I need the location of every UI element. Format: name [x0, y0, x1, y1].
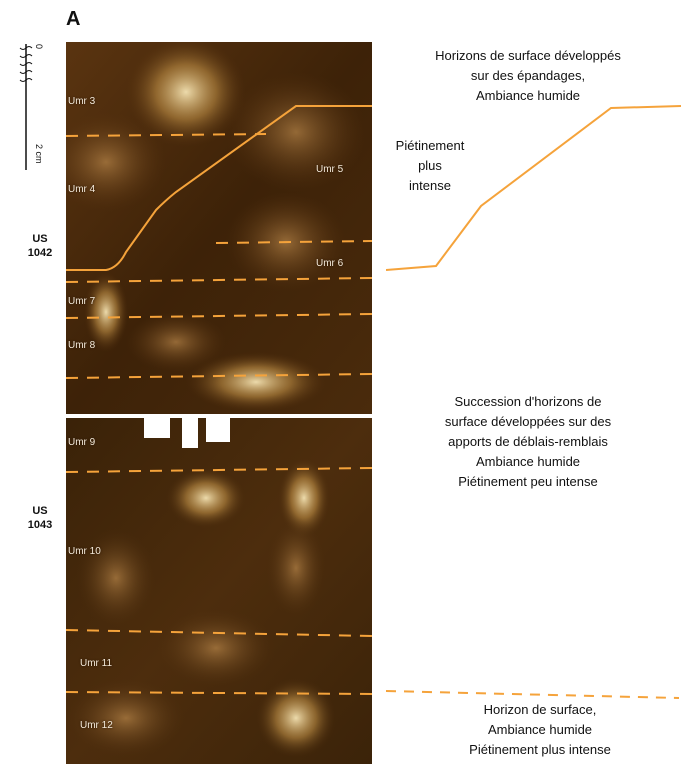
scale-bar-graphic	[19, 44, 33, 170]
section-label-us-1042: US 1042	[18, 232, 62, 260]
figure-label: A	[66, 8, 81, 30]
thin-section-lower-image	[65, 418, 373, 764]
section-label-text: US 1042	[27, 233, 53, 259]
description-upper-horizons: Horizons de surface développés sur des é…	[435, 48, 621, 103]
boundary-line-right	[385, 690, 680, 699]
thin-section-upper-image	[46, 37, 373, 414]
description-succession-horizons: Succession d'horizons de surface dévelop…	[444, 394, 612, 489]
thin-section-lower	[65, 418, 373, 764]
umr-11-label: Umr 11	[80, 658, 113, 669]
umr-6-label: Umr 6	[316, 258, 344, 269]
umr-8-label: Umr 8	[68, 340, 96, 351]
section-label-text: US 1043	[27, 505, 53, 531]
trampling-curve-right	[386, 105, 681, 271]
description-surface-horizon: Horizon de surface, Ambiance humide Piét…	[469, 702, 611, 757]
scale-bar: 0 2 cm	[10, 40, 44, 180]
description-trampling-intense: Piétinement plus intense	[395, 138, 465, 193]
thin-section-upper	[46, 37, 373, 414]
scale-bottom-label: 2 cm	[34, 144, 44, 164]
umr-10-label: Umr 10	[68, 546, 101, 557]
scale-top-label: 0	[34, 44, 44, 50]
umr-3-label: Umr 3	[68, 96, 96, 107]
umr-5-label: Umr 5	[316, 164, 344, 175]
section-label-us-1043: US 1043	[18, 504, 62, 532]
umr-9-label: Umr 9	[68, 437, 96, 448]
umr-4-label: Umr 4	[68, 184, 96, 195]
umr-12-label: Umr 12	[80, 720, 113, 731]
umr-7-label: Umr 7	[68, 296, 96, 307]
